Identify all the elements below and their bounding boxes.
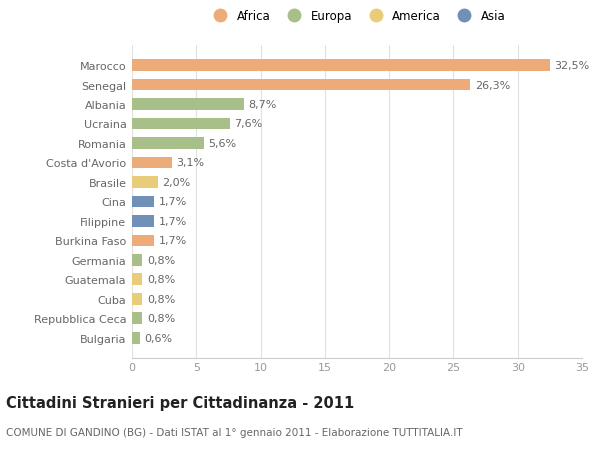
- Text: 3,1%: 3,1%: [176, 158, 205, 168]
- Text: 1,7%: 1,7%: [158, 236, 187, 246]
- Text: COMUNE DI GANDINO (BG) - Dati ISTAT al 1° gennaio 2011 - Elaborazione TUTTITALIA: COMUNE DI GANDINO (BG) - Dati ISTAT al 1…: [6, 427, 463, 437]
- Bar: [132, 99, 244, 111]
- Bar: [132, 138, 204, 150]
- Bar: [132, 60, 550, 72]
- Bar: [132, 293, 142, 305]
- Bar: [132, 332, 140, 344]
- Text: 0,8%: 0,8%: [147, 274, 175, 285]
- Bar: [132, 216, 154, 227]
- Text: 5,6%: 5,6%: [209, 139, 236, 149]
- Text: 1,7%: 1,7%: [158, 197, 187, 207]
- Text: 0,8%: 0,8%: [147, 313, 175, 324]
- Text: 7,6%: 7,6%: [234, 119, 262, 129]
- Bar: [132, 313, 142, 325]
- Text: 8,7%: 8,7%: [248, 100, 277, 110]
- Bar: [132, 196, 154, 208]
- Text: 1,7%: 1,7%: [158, 216, 187, 226]
- Text: 2,0%: 2,0%: [162, 178, 190, 188]
- Bar: [132, 177, 158, 188]
- Text: 0,8%: 0,8%: [147, 255, 175, 265]
- Text: Cittadini Stranieri per Cittadinanza - 2011: Cittadini Stranieri per Cittadinanza - 2…: [6, 395, 354, 410]
- Text: 0,8%: 0,8%: [147, 294, 175, 304]
- Bar: [132, 274, 142, 285]
- Bar: [132, 235, 154, 246]
- Text: 26,3%: 26,3%: [475, 80, 510, 90]
- Bar: [132, 79, 470, 91]
- Text: 0,6%: 0,6%: [144, 333, 172, 343]
- Bar: [132, 157, 172, 169]
- Text: 32,5%: 32,5%: [554, 61, 590, 71]
- Bar: [132, 118, 230, 130]
- Legend: Africa, Europa, America, Asia: Africa, Europa, America, Asia: [206, 8, 508, 26]
- Bar: [132, 254, 142, 266]
